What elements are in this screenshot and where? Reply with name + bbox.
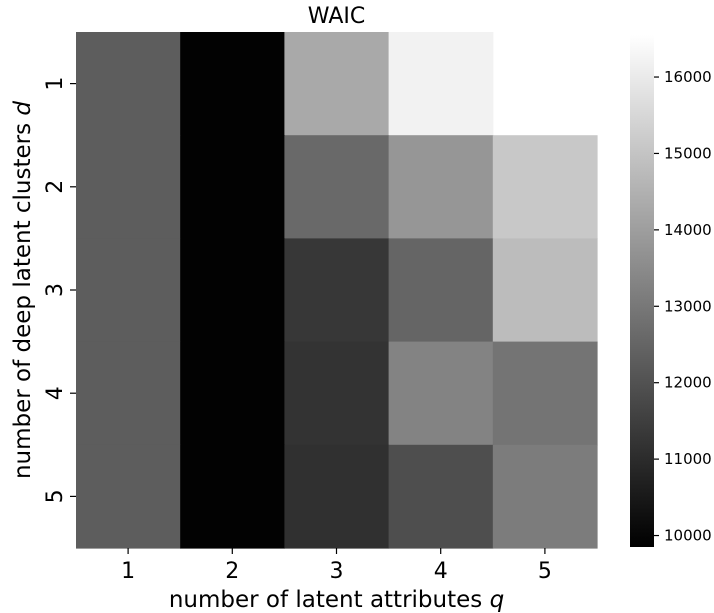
colorbar-tick-label: 12000 [664, 374, 712, 392]
heatmap-cell-r3-c4 [388, 238, 494, 343]
colorbar-tick-label: 15000 [664, 144, 712, 162]
y-axis-ticks: 1 2 3 4 5 [43, 77, 76, 503]
heatmap-cell-r4-c1 [76, 341, 181, 446]
colorbar-tick-label: 16000 [664, 68, 712, 86]
y-axis-label-symbol: d [10, 101, 36, 116]
heatmap-cell-r1-c3 [284, 32, 390, 136]
x-tick-label: 3 [330, 559, 344, 584]
x-axis-label-symbol: q [490, 587, 505, 613]
x-axis-ticks: 1 2 3 4 5 [121, 548, 552, 584]
colorbar-ticks: 10000 11000 12000 13000 14000 15000 16000 [654, 68, 712, 545]
x-tick-label: 2 [225, 559, 239, 584]
y-tick-label: 5 [43, 489, 68, 503]
heatmap-cell-r3-c2 [180, 238, 285, 343]
heatmap-cells [76, 32, 598, 549]
heatmap-cell-r2-c3 [284, 135, 390, 239]
y-axis-label-text: number of deep latent clusters [10, 123, 36, 479]
colorbar-tick-label: 11000 [664, 450, 712, 468]
heatmap-cell-r5-c3 [284, 444, 390, 549]
heatmap-cell-r1-c4 [388, 32, 494, 136]
heatmap-cell-r2-c1 [76, 135, 181, 239]
heatmap-cell-r5-c2 [180, 444, 285, 549]
heatmap-cell-r3-c1 [76, 238, 181, 343]
x-tick-label: 5 [538, 559, 552, 584]
heatmap-cell-r2-c4 [388, 135, 494, 239]
colorbar-tick-label: 13000 [664, 297, 712, 315]
heatmap-cell-r3-c5 [492, 238, 598, 343]
y-tick-label: 1 [43, 77, 68, 91]
heatmap-cell-r4-c4 [388, 341, 494, 446]
heatmap-cell-r4-c2 [180, 341, 285, 446]
y-tick-label: 3 [43, 283, 68, 297]
y-tick-label: 2 [43, 180, 68, 194]
heatmap-cell-r5-c5 [492, 444, 598, 549]
x-axis-label-text: number of latent attributes [169, 587, 482, 613]
x-tick-label: 1 [121, 559, 135, 584]
colorbar-tick-label: 10000 [664, 527, 712, 545]
heatmap-cell-r3-c3 [284, 238, 390, 343]
chart-title: WAIC [308, 4, 365, 29]
heatmap-cell-r2-c2 [180, 135, 285, 239]
colorbar [630, 35, 654, 547]
heatmap-cell-r2-c5 [492, 135, 598, 239]
heatmap-cell-r1-c1 [76, 32, 181, 136]
colorbar-tick-label: 14000 [664, 221, 712, 239]
y-axis-label: number of deep latent clusters d [10, 101, 36, 479]
y-tick-label: 4 [43, 386, 68, 400]
heatmap-cell-r1-c2 [180, 32, 285, 136]
x-axis-label: number of latent attributes q [169, 587, 504, 613]
heatmap-cell-r4-c3 [284, 341, 390, 446]
x-tick-label: 4 [434, 559, 448, 584]
heatmap-cell-r5-c4 [388, 444, 494, 549]
heatmap-cell-r4-c5 [492, 341, 598, 446]
heatmap-cell-r5-c1 [76, 444, 181, 549]
